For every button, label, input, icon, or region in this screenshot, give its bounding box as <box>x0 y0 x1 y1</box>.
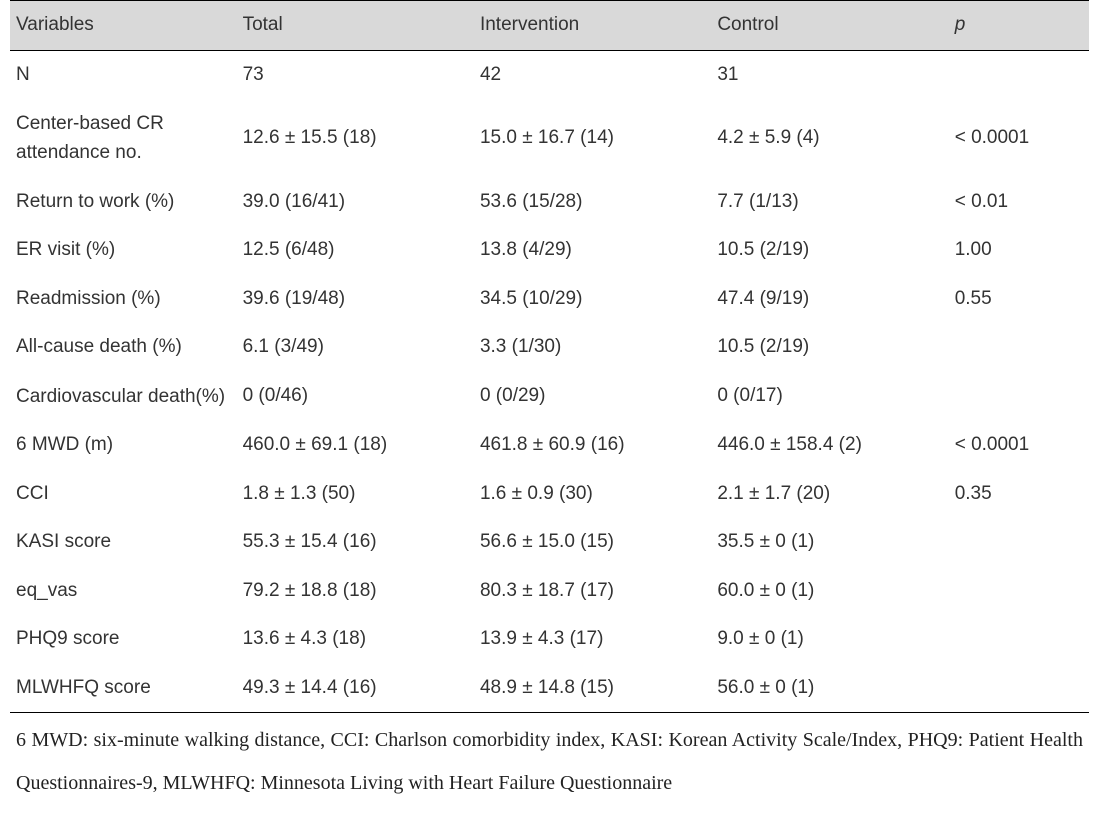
cell-variable: N <box>10 50 237 99</box>
col-header-intervention: Intervention <box>474 1 711 51</box>
cell-total: 39.6 (19/48) <box>237 275 474 324</box>
table-row: MLWHFQ score 49.3 ± 14.4 (16) 48.9 ± 14.… <box>10 664 1089 713</box>
cell-variable: Cardiovascular death(%) <box>10 372 237 421</box>
cell-total: 13.6 ± 4.3 (18) <box>237 615 474 664</box>
cell-variable: PHQ9 score <box>10 615 237 664</box>
cell-control: 10.5 (2/19) <box>711 323 948 372</box>
cell-intervention: 48.9 ± 14.8 (15) <box>474 664 711 713</box>
cell-p <box>949 323 1089 372</box>
cell-intervention: 13.9 ± 4.3 (17) <box>474 615 711 664</box>
cell-p: 0.35 <box>949 470 1089 519</box>
cell-p: 0.55 <box>949 275 1089 324</box>
cell-total: 49.3 ± 14.4 (16) <box>237 664 474 713</box>
cell-p <box>949 615 1089 664</box>
cell-intervention: 34.5 (10/29) <box>474 275 711 324</box>
cell-control: 4.2 ± 5.9 (4) <box>711 99 948 178</box>
cell-variable: eq_vas <box>10 567 237 616</box>
cell-p: < 0.0001 <box>949 99 1089 178</box>
col-header-control: Control <box>711 1 948 51</box>
cell-control: 9.0 ± 0 (1) <box>711 615 948 664</box>
cell-total: 6.1 (3/49) <box>237 323 474 372</box>
table-row: ER visit (%) 12.5 (6/48) 13.8 (4/29) 10.… <box>10 226 1089 275</box>
data-table: Variables Total Intervention Control p N… <box>10 0 1089 713</box>
cell-p <box>949 518 1089 567</box>
cell-variable: KASI score <box>10 518 237 567</box>
cell-total: 460.0 ± 69.1 (18) <box>237 421 474 470</box>
cell-p <box>949 50 1089 99</box>
table-row: Readmission (%) 39.6 (19/48) 34.5 (10/29… <box>10 275 1089 324</box>
col-header-p: p <box>949 1 1089 51</box>
table-row: N 73 42 31 <box>10 50 1089 99</box>
table-body: N 73 42 31 Center-based CR attendance no… <box>10 50 1089 713</box>
col-header-variables: Variables <box>10 1 237 51</box>
table-row: Center-based CR attendance no. 12.6 ± 15… <box>10 99 1089 178</box>
cell-variable: Return to work (%) <box>10 178 237 227</box>
cell-control: 56.0 ± 0 (1) <box>711 664 948 713</box>
cell-control: 0 (0/17) <box>711 372 948 421</box>
table-row: CCI 1.8 ± 1.3 (50) 1.6 ± 0.9 (30) 2.1 ± … <box>10 470 1089 519</box>
page-container: Variables Total Intervention Control p N… <box>0 0 1099 825</box>
cell-control: 47.4 (9/19) <box>711 275 948 324</box>
table-row: KASI score 55.3 ± 15.4 (16) 56.6 ± 15.0 … <box>10 518 1089 567</box>
cell-p: < 0.01 <box>949 178 1089 227</box>
cell-variable: 6 MWD (m) <box>10 421 237 470</box>
cell-total: 0 (0/46) <box>237 372 474 421</box>
footnote-text: 6 MWD: six-minute walking distance, CCI:… <box>10 713 1089 805</box>
cell-variable: Readmission (%) <box>10 275 237 324</box>
col-header-total: Total <box>237 1 474 51</box>
cell-p: 1.00 <box>949 226 1089 275</box>
cell-variable: CCI <box>10 470 237 519</box>
table-row: Return to work (%) 39.0 (16/41) 53.6 (15… <box>10 178 1089 227</box>
cell-total: 79.2 ± 18.8 (18) <box>237 567 474 616</box>
cell-control: 2.1 ± 1.7 (20) <box>711 470 948 519</box>
cell-intervention: 53.6 (15/28) <box>474 178 711 227</box>
cell-p <box>949 567 1089 616</box>
cell-variable: Center-based CR attendance no. <box>10 99 237 178</box>
cell-p: < 0.0001 <box>949 421 1089 470</box>
cell-intervention: 13.8 (4/29) <box>474 226 711 275</box>
cell-control: 60.0 ± 0 (1) <box>711 567 948 616</box>
cell-intervention: 0 (0/29) <box>474 372 711 421</box>
cell-control: 7.7 (1/13) <box>711 178 948 227</box>
cell-control: 31 <box>711 50 948 99</box>
cell-intervention: 80.3 ± 18.7 (17) <box>474 567 711 616</box>
cell-total: 55.3 ± 15.4 (16) <box>237 518 474 567</box>
cell-variable: MLWHFQ score <box>10 664 237 713</box>
table-row: eq_vas 79.2 ± 18.8 (18) 80.3 ± 18.7 (17)… <box>10 567 1089 616</box>
cell-total: 12.5 (6/48) <box>237 226 474 275</box>
cell-variable: ER visit (%) <box>10 226 237 275</box>
cell-variable: All-cause death (%) <box>10 323 237 372</box>
cell-control: 10.5 (2/19) <box>711 226 948 275</box>
table-row: 6 MWD (m) 460.0 ± 69.1 (18) 461.8 ± 60.9… <box>10 421 1089 470</box>
cell-intervention: 42 <box>474 50 711 99</box>
cell-control: 446.0 ± 158.4 (2) <box>711 421 948 470</box>
cell-intervention: 3.3 (1/30) <box>474 323 711 372</box>
table-row: Cardiovascular death(%) 0 (0/46) 0 (0/29… <box>10 372 1089 421</box>
cell-total: 39.0 (16/41) <box>237 178 474 227</box>
cell-total: 12.6 ± 15.5 (18) <box>237 99 474 178</box>
cell-p <box>949 372 1089 421</box>
cell-p <box>949 664 1089 713</box>
cell-intervention: 15.0 ± 16.7 (14) <box>474 99 711 178</box>
table-row: PHQ9 score 13.6 ± 4.3 (18) 13.9 ± 4.3 (1… <box>10 615 1089 664</box>
cell-total: 73 <box>237 50 474 99</box>
cell-intervention: 56.6 ± 15.0 (15) <box>474 518 711 567</box>
cell-control: 35.5 ± 0 (1) <box>711 518 948 567</box>
table-header: Variables Total Intervention Control p <box>10 1 1089 51</box>
cell-total: 1.8 ± 1.3 (50) <box>237 470 474 519</box>
cell-intervention: 461.8 ± 60.9 (16) <box>474 421 711 470</box>
table-row: All-cause death (%) 6.1 (3/49) 3.3 (1/30… <box>10 323 1089 372</box>
cell-intervention: 1.6 ± 0.9 (30) <box>474 470 711 519</box>
